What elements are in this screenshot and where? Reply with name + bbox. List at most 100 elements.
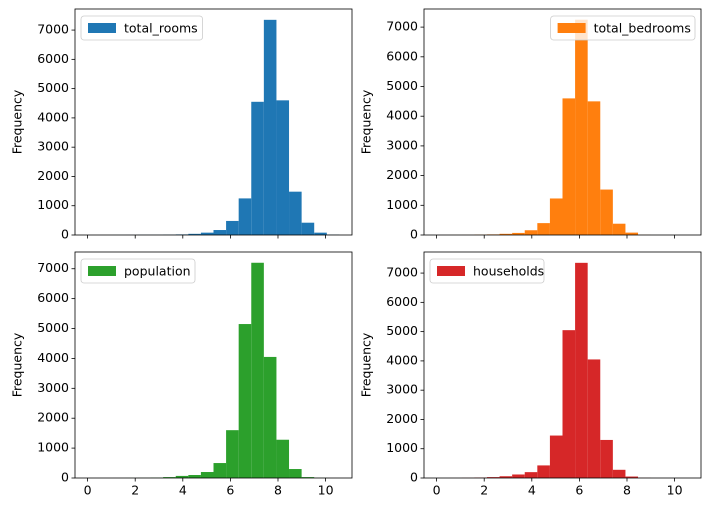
bar xyxy=(188,475,201,478)
bar xyxy=(213,230,227,235)
y-tick-label: 5000 xyxy=(37,80,69,95)
bar xyxy=(226,220,239,235)
bar xyxy=(213,463,227,478)
bar xyxy=(276,439,290,478)
bar xyxy=(575,19,588,236)
bar xyxy=(612,223,626,235)
bar xyxy=(251,101,264,235)
y-tick-label: 7000 xyxy=(37,260,69,275)
axes-frame xyxy=(423,251,702,479)
y-tick-label: 4000 xyxy=(386,352,418,367)
y-tick-label: 6000 xyxy=(37,51,69,66)
legend-box xyxy=(80,15,203,41)
bar xyxy=(289,191,302,235)
y-tick-label: 2000 xyxy=(37,410,69,425)
x-tick-label: 10 xyxy=(667,483,683,498)
y-axis-label: Frequency xyxy=(10,332,25,397)
bar xyxy=(175,475,189,478)
bar xyxy=(537,223,550,235)
y-tick-label: 2000 xyxy=(386,167,418,182)
legend-label: households xyxy=(473,264,544,279)
bar xyxy=(549,435,563,478)
bar xyxy=(562,98,576,235)
y-tick-label: 4000 xyxy=(386,108,418,123)
axes-frame xyxy=(423,8,702,236)
x-tick-label: 6 xyxy=(226,483,234,498)
y-tick-label: 5000 xyxy=(37,320,69,335)
x-tick-label: 2 xyxy=(480,483,488,498)
y-tick-label: 3000 xyxy=(386,382,418,397)
axes-frame xyxy=(74,251,353,479)
bar xyxy=(512,232,525,235)
bar xyxy=(587,101,601,236)
bar xyxy=(200,232,214,235)
bar xyxy=(600,439,613,478)
y-tick-label: 2000 xyxy=(386,411,418,426)
x-tick-label: 2 xyxy=(131,483,139,498)
bar xyxy=(625,232,639,235)
bar xyxy=(524,230,538,235)
bar xyxy=(163,477,176,478)
x-tick-label: 8 xyxy=(623,483,631,498)
bar xyxy=(562,330,576,478)
y-tick-label: 3000 xyxy=(37,380,69,395)
y-tick-label: 1000 xyxy=(386,440,418,455)
bar xyxy=(549,198,563,235)
bar xyxy=(575,262,588,478)
bar xyxy=(226,430,239,478)
y-tick-label: 1000 xyxy=(37,440,69,455)
x-tick-label: 4 xyxy=(528,483,536,498)
y-tick-label: 5000 xyxy=(386,323,418,338)
bar xyxy=(276,100,290,235)
bar xyxy=(251,262,264,478)
y-tick-label: 1000 xyxy=(386,197,418,212)
bar xyxy=(512,474,525,478)
bar xyxy=(301,477,315,478)
bar xyxy=(263,19,277,236)
bar xyxy=(301,222,315,235)
legend-swatch xyxy=(88,266,116,276)
x-tick-label: 10 xyxy=(318,483,334,498)
y-tick-label: 4000 xyxy=(37,350,69,365)
y-tick-label: 0 xyxy=(410,470,418,485)
legend-box xyxy=(80,258,196,284)
y-tick-label: 0 xyxy=(410,227,418,242)
axes-frame xyxy=(74,8,353,236)
y-tick-label: 6000 xyxy=(37,290,69,305)
bar xyxy=(612,469,626,478)
bar xyxy=(537,465,550,478)
legend-label: population xyxy=(124,264,191,279)
legend-label: total_bedrooms xyxy=(594,21,691,36)
y-tick-label: 5000 xyxy=(386,78,418,93)
legend-box xyxy=(429,258,545,284)
bar xyxy=(625,476,639,478)
y-tick-label: 4000 xyxy=(37,109,69,124)
bar xyxy=(188,233,201,235)
y-tick-label: 1000 xyxy=(37,197,69,212)
bar xyxy=(238,324,252,478)
y-tick-label: 7000 xyxy=(386,265,418,280)
bar xyxy=(289,469,302,478)
bar xyxy=(263,356,277,478)
bar xyxy=(238,198,252,235)
y-tick-label: 0 xyxy=(61,470,69,485)
bar xyxy=(486,477,500,478)
legend-swatch xyxy=(88,23,116,33)
x-tick-label: 4 xyxy=(179,483,187,498)
y-tick-label: 3000 xyxy=(37,139,69,154)
y-tick-label: 3000 xyxy=(386,137,418,152)
y-tick-label: 7000 xyxy=(37,22,69,37)
legend-box xyxy=(550,15,696,41)
x-tick-label: 6 xyxy=(575,483,583,498)
y-tick-label: 2000 xyxy=(37,168,69,183)
x-tick-label: 0 xyxy=(433,483,441,498)
y-axis-label: Frequency xyxy=(10,89,25,154)
bar xyxy=(587,359,601,478)
y-tick-label: 6000 xyxy=(386,48,418,63)
bar xyxy=(200,472,214,478)
y-tick-label: 6000 xyxy=(386,294,418,309)
x-tick-label: 8 xyxy=(274,483,282,498)
legend-swatch xyxy=(557,23,586,33)
